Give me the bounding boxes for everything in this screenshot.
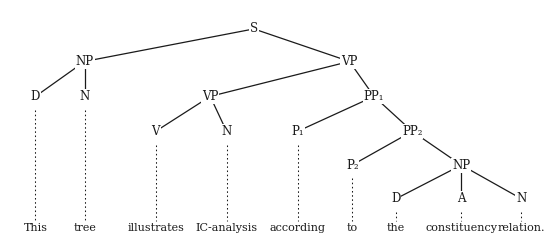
Text: NP: NP bbox=[75, 55, 94, 68]
Text: the: the bbox=[387, 223, 405, 233]
Text: constituency: constituency bbox=[425, 223, 497, 233]
Text: tree: tree bbox=[73, 223, 96, 233]
Text: P₂: P₂ bbox=[346, 159, 359, 172]
Text: S: S bbox=[250, 22, 258, 35]
Text: D: D bbox=[391, 192, 401, 205]
Text: D: D bbox=[31, 90, 40, 103]
Text: PP₁: PP₁ bbox=[364, 90, 384, 103]
Text: N: N bbox=[517, 192, 526, 205]
Text: VP: VP bbox=[341, 55, 358, 68]
Text: IC-analysis: IC-analysis bbox=[195, 223, 258, 233]
Text: illustrates: illustrates bbox=[127, 223, 184, 233]
Text: PP₂: PP₂ bbox=[402, 125, 423, 138]
Text: N: N bbox=[80, 90, 90, 103]
Text: NP: NP bbox=[452, 159, 471, 172]
Text: P₁: P₁ bbox=[291, 125, 304, 138]
Text: V: V bbox=[151, 125, 160, 138]
Text: A: A bbox=[457, 192, 466, 205]
Text: VP: VP bbox=[202, 90, 218, 103]
Text: N: N bbox=[222, 125, 232, 138]
Text: according: according bbox=[270, 223, 325, 233]
Text: This: This bbox=[23, 223, 48, 233]
Text: relation.: relation. bbox=[498, 223, 545, 233]
Text: to: to bbox=[347, 223, 358, 233]
